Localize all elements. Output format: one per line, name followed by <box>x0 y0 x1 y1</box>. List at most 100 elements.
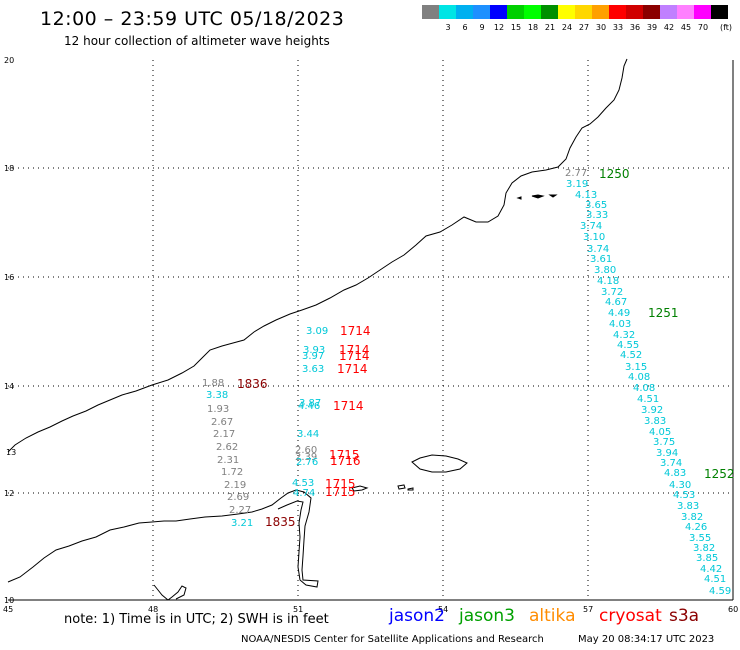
footer-note: note: 1) Time is in UTC; 2) SWH is in fe… <box>64 612 329 627</box>
scale-unit: (ft) <box>719 23 733 32</box>
wave-height-value: 3.55 <box>689 533 711 544</box>
scale-swatch <box>490 5 507 19</box>
wave-height-value: 3.85 <box>696 553 718 564</box>
wave-height-value: 3.83 <box>644 416 666 427</box>
map-frame: 45 48 51 54 57 60 20 18 16 14 12 10 13 <box>3 56 738 614</box>
wave-height-value: 3.44 <box>297 429 319 440</box>
wave-height-value: 4.59 <box>709 586 731 597</box>
scale-label: 30 <box>595 23 607 32</box>
longitude-label: 60 <box>728 605 738 614</box>
wave-height-value: 4.18 <box>597 276 619 287</box>
longitude-label: 48 <box>148 605 158 614</box>
wave-height-value: 1.72 <box>221 467 243 478</box>
pass-time-label: 1835 <box>265 515 296 529</box>
wave-height-value: 4.53 <box>673 490 695 501</box>
wave-height-value: 3.61 <box>590 254 612 265</box>
legend-item-s3a: s3a <box>669 606 700 626</box>
scale-label: 45 <box>680 23 692 32</box>
scale-label: 42 <box>663 23 675 32</box>
wave-height-value: 2.69 <box>227 492 249 503</box>
wave-height-value: 4.26 <box>685 522 707 533</box>
wave-height-value: 3.33 <box>586 210 608 221</box>
wave-height-value: 4.51 <box>704 574 726 585</box>
wave-height-value: 3.63 <box>302 364 324 375</box>
wave-height-value: 1.93 <box>207 404 229 415</box>
scale-swatch <box>626 5 643 19</box>
scale-label: 36 <box>629 23 641 32</box>
scale-swatch <box>660 5 677 19</box>
scale-swatch <box>507 5 524 19</box>
kuria-islands <box>516 194 558 200</box>
pass-time-label: 1715 <box>329 448 360 462</box>
pass-time-label: 1250 <box>599 167 630 181</box>
wave-height-value: 3.09 <box>306 326 328 337</box>
pass-time-label: 1715 <box>325 477 356 491</box>
wave-height-value: 3.83 <box>677 501 699 512</box>
scale-swatch <box>558 5 575 19</box>
legend-item-jason2: jason2 <box>389 606 445 626</box>
pass-time-label: 1714 <box>339 349 370 363</box>
wave-height-value: 2.77 <box>565 168 587 179</box>
wave-height-value: 3.21 <box>231 518 253 529</box>
wave-height-value: 3.72 <box>601 287 623 298</box>
small-island <box>407 487 414 491</box>
coastal-detail <box>351 485 369 492</box>
longitude-label: 51 <box>293 605 303 614</box>
wave-height-value: 3.80 <box>594 265 616 276</box>
socotra-island <box>411 454 468 473</box>
latitude-label: 18 <box>4 164 14 173</box>
scale-label: 6 <box>462 23 468 32</box>
wave-height-value: 3.74 <box>660 458 682 469</box>
scale-label: 9 <box>479 23 485 32</box>
scale-swatch <box>609 5 626 19</box>
pass-time-label: 1714 <box>339 343 370 357</box>
scale-swatch <box>473 5 490 19</box>
scale-label: 27 <box>578 23 590 32</box>
scale-label: 70 <box>697 23 709 32</box>
legend-item-cryosat: cryosat <box>599 606 662 626</box>
latitude-label: 12 <box>4 489 14 498</box>
wave-height-value: 4.08 <box>633 383 655 394</box>
wave-height-value: 4.55 <box>617 340 639 351</box>
scale-swatch <box>456 5 473 19</box>
observation-labels: 3.194.133.653.333.743.103.743.613.804.18… <box>202 167 735 597</box>
wave-height-value: 3.82 <box>693 543 715 554</box>
wave-height-value: 3.19 <box>566 179 588 190</box>
wave-height-value: 3.97 <box>302 351 324 362</box>
wave-height-value: 4.08 <box>628 372 650 383</box>
legend-item-altika: altika <box>529 606 576 626</box>
latitude-label: 14 <box>4 382 14 391</box>
longitude-label: 45 <box>3 605 13 614</box>
scale-label: 39 <box>646 23 658 32</box>
wave-height-value: 3.93 <box>303 345 325 356</box>
wave-height-value: 2.62 <box>216 442 238 453</box>
scale-swatch <box>677 5 694 19</box>
wave-height-value: 4.03 <box>609 319 631 330</box>
pass-time-label: 1251 <box>648 306 679 320</box>
wave-height-value: 3.15 <box>625 362 647 373</box>
wave-height-value: 4.67 <box>605 297 627 308</box>
wave-height-value: 3.82 <box>681 512 703 523</box>
scale-swatch <box>643 5 660 19</box>
pass-time-label: 1716 <box>330 454 361 468</box>
lat-lon-grid <box>8 60 733 600</box>
wave-height-value: 2.67 <box>211 417 233 428</box>
wave-height-value: 1.88 <box>202 378 224 389</box>
wave-height-value: 4.30 <box>669 480 691 491</box>
map-title: 12:00 – 23:59 UTC 05/18/2023 <box>40 8 345 30</box>
scale-swatch <box>575 5 592 19</box>
wave-height-value: 3.10 <box>583 232 605 243</box>
pass-time-label: 1714 <box>337 362 368 376</box>
scale-label: 3 <box>445 23 451 32</box>
wave-height-value: 3.87 <box>299 398 321 409</box>
wave-height-value: 4.49 <box>608 308 630 319</box>
scale-swatch <box>422 5 439 19</box>
wave-height-value: 3.74 <box>587 244 609 255</box>
wave-height-value: 3.92 <box>641 405 663 416</box>
wave-height-value: 4.05 <box>649 427 671 438</box>
wave-height-value: 3.74 <box>580 221 602 232</box>
pass-time-label: 1714 <box>340 324 371 338</box>
scale-label: 24 <box>561 23 573 32</box>
wave-height-value: 3.75 <box>653 437 675 448</box>
